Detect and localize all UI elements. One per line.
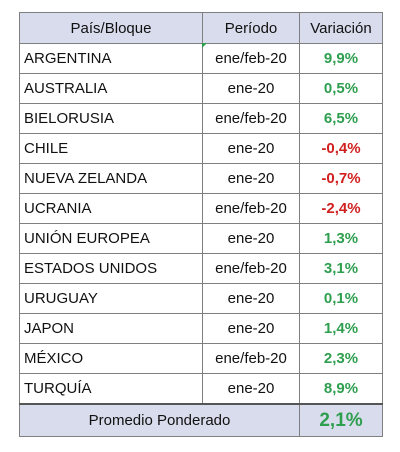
country-cell: UNIÓN EUROPEA: [19, 223, 203, 254]
country-cell: URUGUAY: [19, 283, 203, 314]
country-cell: BIELORUSIA: [19, 103, 203, 134]
country-cell: NUEVA ZELANDA: [19, 163, 203, 194]
country-cell: JAPON: [19, 313, 203, 344]
table-row: AUSTRALIA ene-20 0,5%: [19, 73, 383, 104]
weighted-average-label: Promedio Ponderado: [19, 403, 300, 437]
period-cell: ene-20: [202, 163, 300, 194]
variation-table: País/Bloque Período Variación ARGENTINA e…: [19, 12, 383, 437]
table-row: URUGUAY ene-20 0,1%: [19, 283, 383, 314]
variation-cell: 3,1%: [299, 253, 383, 284]
header-variation: Variación: [299, 12, 383, 44]
period-cell: ene-20: [202, 373, 300, 405]
variation-cell: 0,5%: [299, 73, 383, 104]
weighted-average-value: 2,1%: [299, 403, 383, 437]
table-row: UCRANIA ene/feb-20 -2,4%: [19, 193, 383, 224]
variation-cell: 0,1%: [299, 283, 383, 314]
table-row: TURQUÍA ene-20 8,9%: [19, 373, 383, 405]
table-row: ESTADOS UNIDOS ene/feb-20 3,1%: [19, 253, 383, 284]
variation-cell: -0,4%: [299, 133, 383, 164]
table-row: JAPON ene-20 1,4%: [19, 313, 383, 344]
table-header-row: País/Bloque Período Variación: [19, 12, 383, 44]
variation-cell: 9,9%: [299, 43, 383, 74]
country-cell: CHILE: [19, 133, 203, 164]
period-cell: ene/feb-20: [202, 253, 300, 284]
country-cell: AUSTRALIA: [19, 73, 203, 104]
variation-cell: -2,4%: [299, 193, 383, 224]
weighted-average-row: Promedio Ponderado 2,1%: [19, 403, 383, 437]
cell-marker-icon: [202, 43, 207, 48]
period-cell: ene-20: [202, 133, 300, 164]
period-cell: ene-20: [202, 283, 300, 314]
period-cell: ene/feb-20: [202, 43, 300, 74]
period-cell: ene/feb-20: [202, 103, 300, 134]
table-body: ARGENTINA ene/feb-20 9,9% AUSTRALIA ene-20 0,…: [19, 43, 383, 405]
table-row: CHILE ene-20 -0,4%: [19, 133, 383, 164]
variation-cell: 1,4%: [299, 313, 383, 344]
variation-cell: 8,9%: [299, 373, 383, 405]
country-cell: ESTADOS UNIDOS: [19, 253, 203, 284]
period-cell: ene-20: [202, 313, 300, 344]
table-row: BIELORUSIA ene/feb-20 6,5%: [19, 103, 383, 134]
country-cell: TURQUÍA: [19, 373, 203, 405]
header-period: Período: [202, 12, 300, 44]
variation-cell: 2,3%: [299, 343, 383, 374]
table-row: ARGENTINA ene/feb-20 9,9%: [19, 43, 383, 74]
period-cell: ene/feb-20: [202, 343, 300, 374]
table-row: NUEVA ZELANDA ene-20 -0,7%: [19, 163, 383, 194]
country-cell: UCRANIA: [19, 193, 203, 224]
variation-table-container: País/Bloque Período Variación ARGENTINA e…: [19, 12, 383, 437]
period-cell: ene-20: [202, 223, 300, 254]
variation-cell: 1,3%: [299, 223, 383, 254]
table-row: MÉXICO ene/feb-20 2,3%: [19, 343, 383, 374]
period-cell: ene/feb-20: [202, 193, 300, 224]
country-cell: MÉXICO: [19, 343, 203, 374]
header-country: País/Bloque: [19, 12, 203, 44]
period-cell: ene-20: [202, 73, 300, 104]
variation-cell: -0,7%: [299, 163, 383, 194]
variation-cell: 6,5%: [299, 103, 383, 134]
country-cell: ARGENTINA: [19, 43, 203, 74]
table-row: UNIÓN EUROPEA ene-20 1,3%: [19, 223, 383, 254]
